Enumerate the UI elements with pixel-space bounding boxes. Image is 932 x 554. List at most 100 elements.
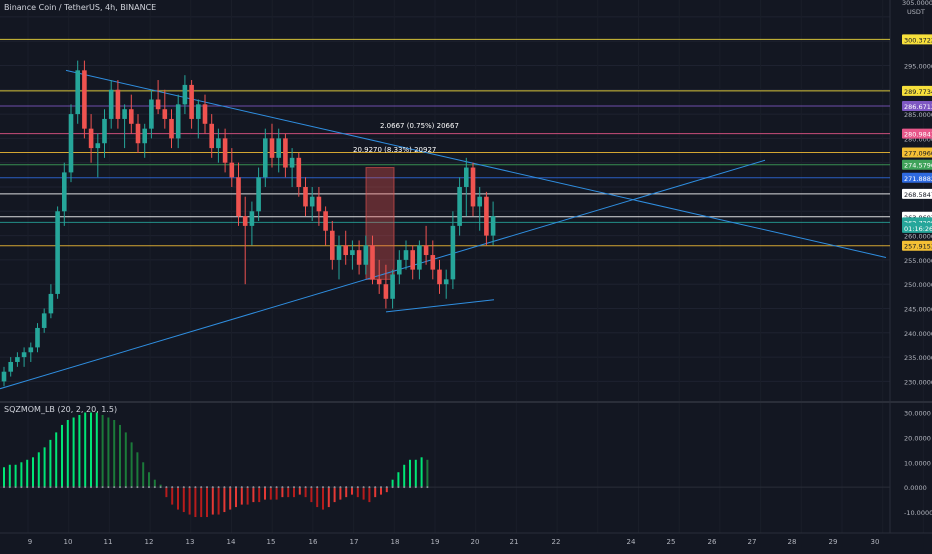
candle-body [256,177,261,212]
time-axis-label: 9 [28,538,32,546]
oscillator-tick-label: 20.0000 [904,434,931,442]
candle-body [477,196,482,207]
time-axis-label: 29 [829,538,838,546]
squeeze-dot [14,486,17,489]
candle-body [343,245,348,256]
candle-body [330,230,335,260]
squeeze-dot [240,486,243,489]
squeeze-dot [385,486,388,489]
candle-body [8,361,13,372]
price-tick-label: 260.0000 [904,233,932,241]
candle-body [269,138,275,158]
symbol-title: Binance Coin / TetherUS, 4h, BINANCE [4,3,157,12]
squeeze-dot [368,486,371,489]
price-tick-label: 240.0000 [904,330,932,338]
squeeze-dot [414,486,417,489]
candle-body [397,259,402,275]
candle-body [296,157,302,187]
candle-body [417,245,422,270]
squeeze-dot [153,486,156,489]
candle-body [82,70,87,129]
price-tick-label: 295.0000 [904,62,932,70]
candle-body [216,138,221,149]
candle-body [182,84,188,105]
candle-body [376,279,382,285]
time-axis-label: 26 [708,538,717,546]
squeeze-dot [258,486,261,489]
squeeze-dot [420,486,423,489]
squeeze-dot [66,486,69,489]
squeeze-dot [356,486,359,489]
price-tag-bg [902,172,932,183]
candle-body [430,255,436,270]
squeeze-dot [304,486,307,489]
candle-body [41,313,47,328]
candle-body [309,196,315,207]
squeeze-dot [252,486,255,489]
candle-body [88,128,94,149]
descending-trendline [65,69,887,258]
squeeze-dot [119,486,121,489]
squeeze-dot [55,486,58,489]
candle-body [21,352,27,358]
time-axis-label: 17 [350,538,359,546]
candle-body [95,143,101,149]
squeeze-dot [235,486,237,489]
indicator-title: SQZMOM_LB (20, 2, 20, 1.5) [4,405,118,414]
time-axis-label: 30 [871,538,880,546]
squeeze-dot [142,486,145,489]
price-tag-label: 268.5847 [904,191,932,199]
candle-body [229,162,235,178]
squeeze-dot [32,486,34,489]
squeeze-dot [37,486,40,489]
squeeze-dot [380,486,382,489]
candle-body [115,89,121,119]
squeeze-dot [107,486,110,489]
squeeze-dot [298,486,301,489]
candle-body [142,128,147,144]
candle-body [1,371,7,382]
time-axis-label: 10 [64,538,73,546]
candle-body [196,104,201,119]
measure-label-upper: 2.0667 (0.75%) 20667 [380,122,459,130]
squeeze-dot [130,486,133,489]
candle-body [62,172,67,212]
squeeze-dot [72,486,75,489]
price-tag-label: 257.9153 [904,243,932,251]
oscillator-tick-label: 0.0000 [904,484,927,492]
candle-body [390,274,395,299]
time-axis-label: 11 [104,538,113,546]
time-axis-label: 12 [145,538,154,546]
squeeze-dot [217,486,220,489]
squeeze-dot [287,486,290,489]
candle-body [303,186,308,207]
squeeze-dot [403,486,406,489]
price-tag-label: 280.9841 [904,131,932,139]
candle-body [370,245,375,280]
time-axis-label: 22 [552,538,561,546]
candle-body [15,357,20,362]
candle-body [175,104,181,139]
price-tag-bg [902,100,932,111]
squeeze-dot [264,486,266,489]
time-axis-label: 24 [627,538,636,546]
squeeze-dot [101,486,104,489]
currency-label: USDT [907,8,925,16]
candle-body [102,118,107,144]
candle-body [443,279,449,285]
price-tag-label: 289.7734 [904,88,932,96]
squeeze-dot [90,486,92,489]
squeeze-dot [43,486,46,489]
candle-body [410,250,415,270]
candle-body [35,327,40,348]
candle-body [464,167,469,187]
candle-body [470,167,476,207]
squeeze-dot [171,486,174,489]
squeeze-dot [426,486,429,489]
time-axis-label: 19 [431,538,440,546]
candle-body [363,245,369,265]
squeeze-dot [397,486,400,489]
time-axis-label: 21 [510,538,519,546]
